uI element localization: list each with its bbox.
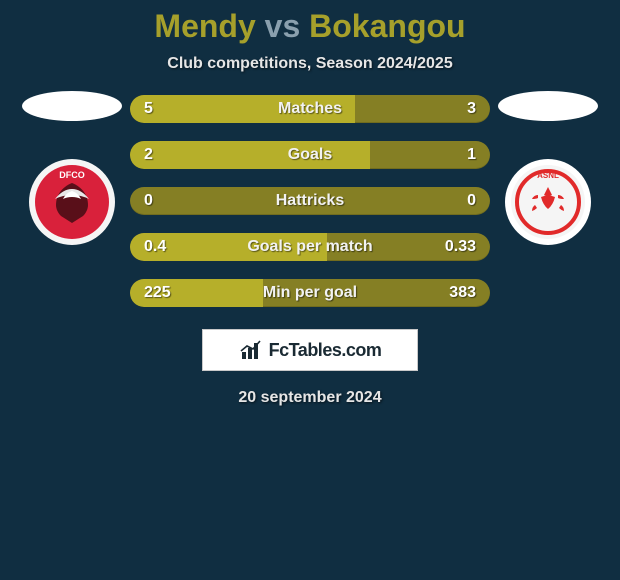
right-side: ASNL xyxy=(490,95,606,245)
stat-bars: 5Matches3 2Goals1 0Hattricks0 0.4Goals per … xyxy=(130,95,490,307)
subtitle: Club competitions, Season 2024/2025 xyxy=(0,55,620,73)
stat-left-value: 2 xyxy=(130,146,190,164)
stat-label: Matches xyxy=(190,100,430,118)
club-right-short: ASNL xyxy=(511,172,585,181)
date-line: 20 september 2024 xyxy=(0,389,620,407)
stat-bar: 0Hattricks0 xyxy=(130,187,490,215)
stat-left-value: 5 xyxy=(130,100,190,118)
stat-right-value: 1 xyxy=(430,146,490,164)
stat-bar: 0.4Goals per match0.33 xyxy=(130,233,490,261)
stat-right-value: 3 xyxy=(430,100,490,118)
player-left-face-placeholder xyxy=(22,91,122,121)
stat-bar: 225Min per goal383 xyxy=(130,279,490,307)
stat-right-value: 0.33 xyxy=(430,238,490,256)
brand-text: FcTables.com xyxy=(269,340,382,361)
stat-left-value: 0 xyxy=(130,192,190,210)
stat-label: Goals xyxy=(190,146,430,164)
stat-right-value: 0 xyxy=(430,192,490,210)
page-title: Mendy vs Bokangou xyxy=(0,0,620,49)
stat-left-value: 0.4 xyxy=(130,238,190,256)
title-player-b: Bokangou xyxy=(309,8,465,44)
stat-label: Goals per match xyxy=(190,238,430,256)
club-left-short: DFCO xyxy=(35,171,109,181)
stat-right-value: 383 xyxy=(430,284,490,302)
stat-bar: 2Goals1 xyxy=(130,141,490,169)
title-player-a: Mendy xyxy=(154,8,255,44)
chart-icon xyxy=(239,338,263,362)
brand-box[interactable]: FcTables.com xyxy=(202,329,418,371)
club-left-badge: DFCO xyxy=(29,159,115,245)
club-right-badge: ASNL xyxy=(505,159,591,245)
stat-left-value: 225 xyxy=(130,284,190,302)
player-right-face-placeholder xyxy=(498,91,598,121)
title-vs: vs xyxy=(265,8,301,44)
stat-label: Min per goal xyxy=(190,284,430,302)
stat-bar: 5Matches3 xyxy=(130,95,490,123)
left-side: DFCO xyxy=(14,95,130,245)
stat-label: Hattricks xyxy=(190,192,430,210)
comparison-panel: DFCO 5Matches32Goals10Hattricks00.4Goals… xyxy=(0,95,620,307)
